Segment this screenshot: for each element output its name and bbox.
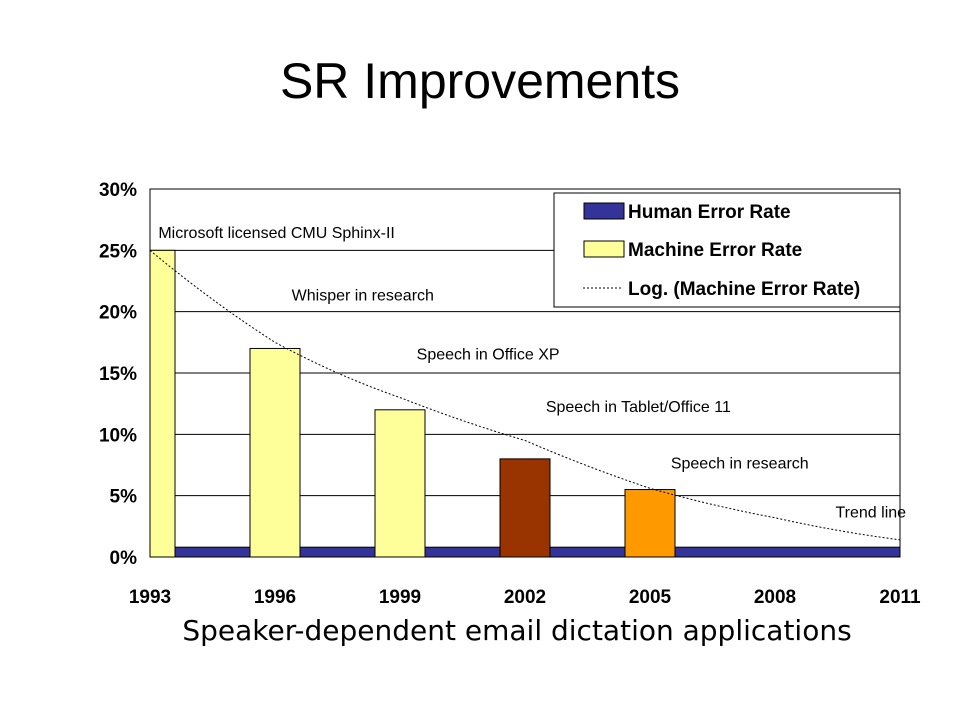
slide-title: SR Improvements xyxy=(279,53,681,109)
annotation-label: Speech in research xyxy=(671,456,809,473)
y-tick-label: 5% xyxy=(110,487,138,508)
machine-error-bar xyxy=(624,489,676,558)
machine-error-bar xyxy=(149,249,176,558)
x-tick-label: 2005 xyxy=(629,587,672,608)
y-tick-label: 30% xyxy=(99,180,137,201)
machine-error-bar xyxy=(249,347,301,558)
annotation-label: Speech in Tablet/Office 11 xyxy=(546,399,731,416)
trend-line-group xyxy=(149,249,901,541)
x-tick-label: 1996 xyxy=(254,587,296,608)
y-tick-label: 15% xyxy=(99,364,137,385)
machine-error-bar xyxy=(374,409,426,558)
legend-swatch xyxy=(583,202,625,220)
legend-label: Human Error Rate xyxy=(628,202,791,223)
legend-label: Log. (Machine Error Rate) xyxy=(628,279,860,300)
trend-line xyxy=(149,249,901,541)
annotations: Microsoft licensed CMU Sphinx-II Whisper … xyxy=(158,225,906,522)
y-axis-ticks: 0% 5% 10% 15% 20% 25% 30% xyxy=(99,180,137,569)
y-tick-label: 20% xyxy=(99,303,137,324)
x-tick-label: 1999 xyxy=(379,587,421,608)
x-axis-ticks: 1993 1996 1999 2002 2005 2008 2011 xyxy=(129,587,921,608)
legend: Human Error Rate Machine Error Rate Log. (… xyxy=(553,192,901,308)
y-tick-label: 0% xyxy=(110,548,138,569)
x-tick-label: 2011 xyxy=(879,587,921,608)
x-tick-label: 2002 xyxy=(504,587,546,608)
chart-subtitle: Speaker-dependent email dictation applic… xyxy=(182,614,852,647)
x-tick-label: 2008 xyxy=(754,587,796,608)
x-tick-label: 1993 xyxy=(129,587,171,608)
annotation-label: Speech in Office XP xyxy=(417,346,560,363)
machine-error-bar xyxy=(499,458,551,558)
annotation-label: Trend line xyxy=(836,505,907,522)
bars xyxy=(149,249,901,558)
legend-swatch xyxy=(583,240,625,258)
legend-label: Machine Error Rate xyxy=(628,240,802,261)
annotation-label: Microsoft licensed CMU Sphinx-II xyxy=(158,225,395,242)
y-tick-label: 25% xyxy=(99,241,137,262)
annotation-label: Whisper in research xyxy=(292,287,434,304)
y-tick-label: 10% xyxy=(99,425,137,446)
